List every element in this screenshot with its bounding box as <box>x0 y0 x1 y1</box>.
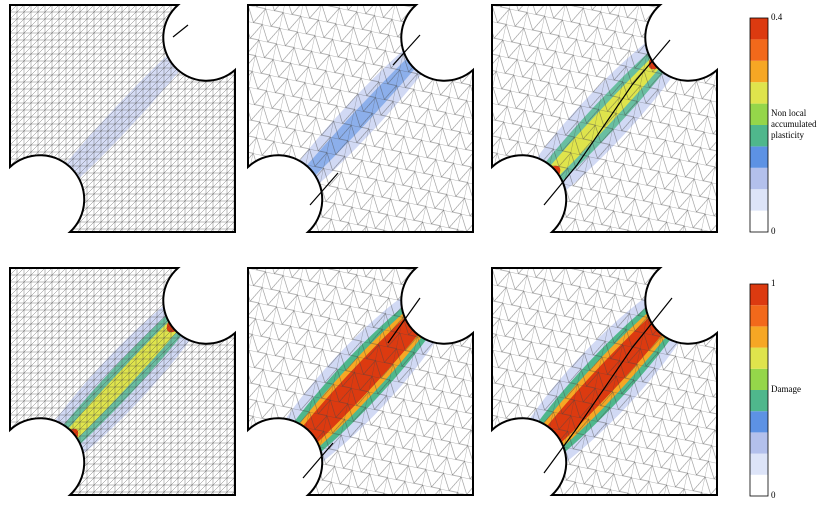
colorbar-min: 0 <box>771 226 776 236</box>
colorbar-segment <box>750 305 768 327</box>
mesh-panel <box>247 4 474 233</box>
colorbar-segment <box>750 189 768 211</box>
colorbar-segment <box>750 453 768 475</box>
colorbar-segment <box>750 368 768 390</box>
colorbar-frame <box>749 283 769 497</box>
mesh-panel <box>9 4 236 233</box>
colorbar-max: 0.4 <box>771 12 783 22</box>
colorbar-label: Non local <box>771 108 807 118</box>
colorbar-segment <box>750 82 768 104</box>
colorbar-segment <box>750 18 768 40</box>
colorbar-frame <box>749 17 769 233</box>
colorbar-label: plasticity <box>771 130 804 140</box>
colorbar-segment <box>750 146 768 168</box>
colorbar-label: Damage <box>771 384 801 394</box>
mesh-panel <box>491 4 718 233</box>
colorbar-max: 1 <box>771 278 776 288</box>
mesh-panel <box>491 267 718 496</box>
colorbar-segment <box>750 284 768 306</box>
colorbar-segment <box>750 326 768 348</box>
colorbar-segment <box>750 411 768 433</box>
colorbar-segment <box>750 167 768 190</box>
colorbar-segment <box>750 474 768 496</box>
colorbar-segment <box>750 103 768 125</box>
colorbar-label: accumulated <box>771 119 817 129</box>
colorbar-segment <box>750 125 768 147</box>
mesh-panel <box>247 267 474 496</box>
colorbar-segment <box>750 60 768 83</box>
colorbar-min: 0 <box>771 490 776 500</box>
colorbar-segment <box>750 432 768 454</box>
colorbar-segment <box>750 390 768 412</box>
mesh-panel <box>9 267 236 496</box>
colorbar-segment <box>750 39 768 61</box>
colorbar-segment <box>750 210 768 232</box>
colorbar-segment <box>750 347 768 369</box>
